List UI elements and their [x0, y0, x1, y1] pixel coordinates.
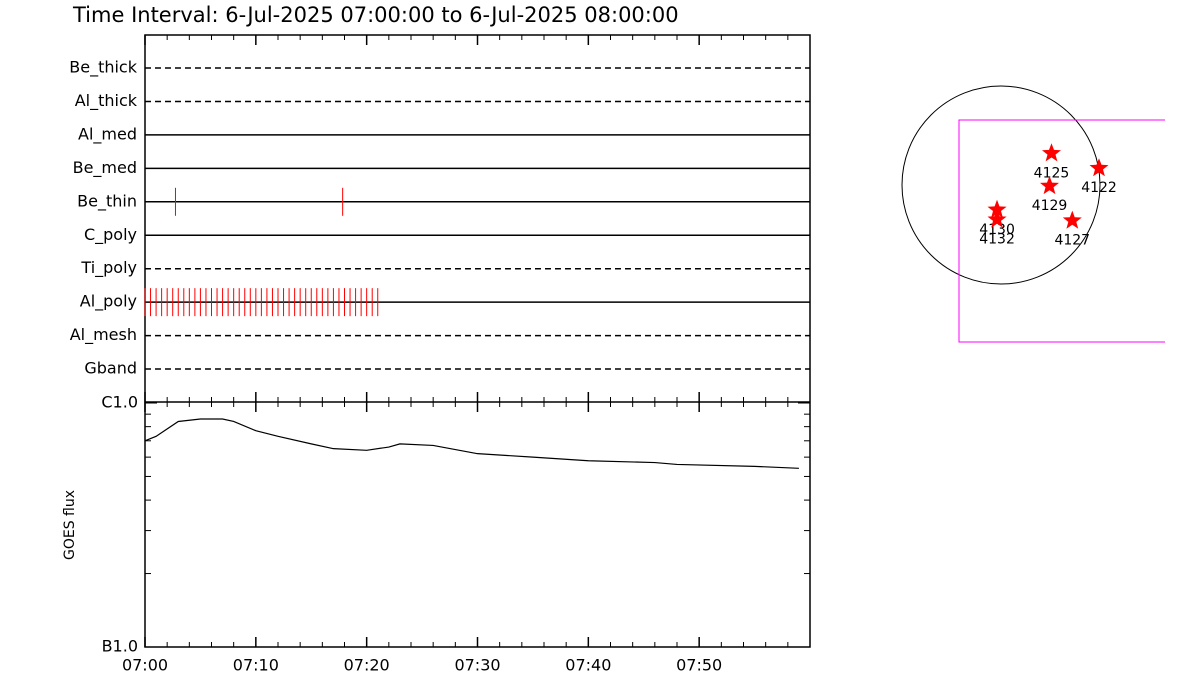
filter-label: Al_poly — [80, 292, 137, 312]
filter-label: Ti_poly — [80, 258, 137, 278]
filter-label: Gband — [84, 359, 137, 378]
active-region — [1040, 176, 1059, 195]
region-label: 4122 — [1081, 180, 1117, 196]
y-tick-label: B1.0 — [102, 637, 138, 656]
region-label: 4130 — [979, 222, 1015, 238]
title: Time Interval: 6-Jul-2025 07:00:00 to 6-… — [72, 3, 679, 27]
x-tick-label: 07:50 — [676, 656, 722, 675]
active-region — [1089, 158, 1109, 177]
filter-label: Al_thick — [75, 91, 138, 111]
filter-label: Al_med — [78, 124, 137, 144]
filter-label: Al_mesh — [70, 325, 137, 345]
y-tick-label: C1.0 — [101, 393, 138, 412]
filter-label: Be_thin — [77, 191, 137, 211]
active-region — [987, 209, 1007, 228]
solar-disk — [901, 85, 1101, 285]
region-label: 4129 — [1032, 198, 1068, 214]
plot-frame — [144, 34, 811, 648]
filter-label: Be_med — [73, 158, 137, 178]
active-region — [987, 199, 1007, 218]
active-region — [1042, 143, 1061, 162]
region-label: 4125 — [1034, 165, 1070, 181]
active-region — [1062, 210, 1082, 229]
region-label: 4127 — [1054, 233, 1090, 249]
x-tick-label: 07:30 — [454, 656, 500, 675]
fov-box — [958, 119, 1165, 343]
region-label: 4132 — [979, 232, 1015, 248]
x-tick-label: 07:00 — [122, 656, 168, 675]
goes-curve — [144, 418, 799, 469]
filter-label: C_poly — [84, 225, 137, 245]
filter-label: Be_thick — [69, 58, 137, 78]
x-tick-label: 07:20 — [344, 656, 390, 675]
y-axis-label: GOES flux — [62, 490, 78, 560]
x-tick-label: 07:40 — [565, 656, 611, 675]
x-tick-label: 07:10 — [233, 656, 279, 675]
